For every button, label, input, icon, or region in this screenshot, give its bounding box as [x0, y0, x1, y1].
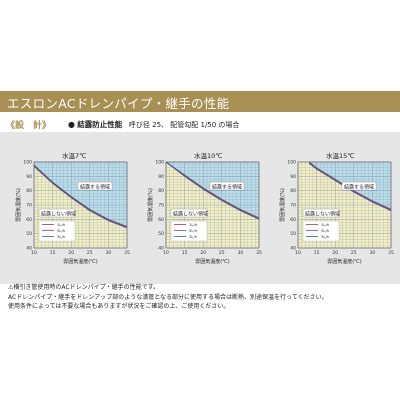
chart-1-series-line-0 [165, 161, 260, 219]
section-heading: 《設 計》 [6, 121, 52, 131]
chart-0-legend-box [38, 220, 76, 242]
chart-0-x-tick: 35 [124, 250, 130, 256]
chart-2-zone-upper-box [341, 181, 377, 191]
chart-1-series-line-1 [165, 161, 260, 220]
chart-0-series-line-1 [33, 166, 128, 229]
chart-2-zone-upper-label: 結露する領域 [344, 184, 374, 191]
chart-1-zone-upper-label: 結露する領域 [212, 184, 242, 191]
chart-1-y-tick: 100 [155, 160, 164, 166]
chart-0-y-tick: 100 [23, 160, 32, 166]
chart-0-y-tick: 40 [26, 246, 32, 252]
condition-line: ● 結露防止性能 呼び径 25、 配管勾配 1/50 の場合 [68, 119, 239, 130]
chart-1-zone-lower-label: 結露しない領域 [173, 211, 208, 218]
chart-2-frame [297, 161, 392, 249]
chart-1-y-tick: 50 [158, 231, 164, 237]
chart-1-x-tick: 10 [163, 250, 169, 256]
chart-2-x-tick: 30 [370, 250, 376, 256]
chart-2-y-tick: 80 [290, 188, 296, 194]
chart-0-series-line-2 [33, 165, 128, 228]
chart-2-legend-label-1: 5L/h [321, 228, 330, 233]
bullet-icon: ● [68, 120, 75, 129]
condition-detail: 呼び径 25、 配管勾配 1/50 の場合 [128, 121, 240, 129]
chart-1-zone-upper-box [209, 181, 245, 191]
chart-2-y-tick: 100 [287, 160, 296, 166]
chart-1-y-tick: 40 [158, 246, 164, 252]
chart-1-legend-box [170, 220, 208, 242]
chart-1-x-tick: 15 [182, 250, 188, 256]
chart-0-y-label: 雰囲気湿度(%) [15, 188, 22, 222]
chart-0-legend-label-1: 5L/h [57, 228, 66, 233]
chart-0-title: 水温7℃ [62, 151, 86, 160]
chart-1-zone-lower-box [170, 208, 208, 218]
chart-2-y-tick: 70 [290, 203, 296, 209]
chart-2-x-tick: 35 [388, 250, 394, 256]
chart-0-y-tick: 90 [26, 174, 32, 180]
chart-0-x-tick: 10 [31, 250, 37, 256]
chart-0-x-tick: 15 [50, 250, 56, 256]
chart-2-x-label: 雰囲気温度(℃) [327, 258, 362, 265]
chart-0-condensation-zone [34, 162, 127, 227]
notes: ⚠横引き管使用時のACドレンパイプ・継手の性能です。 ACドレンパイプ・継手をド… [8, 283, 328, 312]
chart-2-zone-lower-box [302, 208, 340, 218]
chart-1-title: 水温10℃ [194, 151, 223, 160]
chart-2-legend-box [302, 220, 340, 242]
chart-2-y-tick: 50 [290, 231, 296, 237]
chart-0-x-tick: 25 [87, 250, 93, 256]
note-line-3: 使用条件によっては不要な場合もありますが状況をご確認の上、ご使用ください。 [8, 303, 230, 310]
chart-1-x-tick: 30 [238, 250, 244, 256]
chart-0-legend-label-2: 3L/h [57, 234, 66, 239]
note-line-1: ⚠横引き管使用時のACドレンパイプ・継手の性能です。 [8, 284, 159, 291]
chart-2-legend-label-2: 3L/h [321, 234, 330, 239]
chart-2-zone-lower-label: 結露しない領域 [305, 211, 340, 218]
chart-1-y-tick: 70 [158, 203, 164, 209]
chart-1-legend-label-0: 1L/h [189, 222, 198, 227]
chart-0-y-tick: 70 [26, 203, 32, 209]
chart-2-x-tick: 20 [332, 250, 338, 256]
chart-0-series-line-0 [33, 164, 128, 227]
chart-0-zone-lower-box [38, 208, 76, 218]
chart-1-y-tick: 90 [158, 174, 164, 180]
chart-2-legend-label-0: 1L/h [321, 222, 330, 227]
chart-1-x-tick: 35 [256, 250, 262, 256]
chart-2-y-tick: 60 [290, 217, 296, 223]
chart-1-legend-label-2: 3L/h [189, 234, 198, 239]
chart-0-x-tick: 20 [68, 250, 74, 256]
chart-0-zone-lower-label: 結露しない領域 [41, 211, 76, 218]
chart-2-y-tick: 90 [290, 174, 296, 180]
chart-2-x-tick: 25 [351, 250, 357, 256]
page-title: エスロンACドレンパイプ・継手の性能 [7, 96, 230, 111]
chart-1-x-label: 雰囲気温度(℃) [195, 258, 230, 265]
chart-2-y-label: 雰囲気湿度(%) [279, 188, 286, 222]
chart-0-frame [33, 161, 128, 249]
chart-1-x-tick: 20 [200, 250, 206, 256]
chart-2-title: 水温15℃ [326, 151, 355, 160]
chart-2-x-tick: 10 [295, 250, 301, 256]
chart-0-y-tick: 60 [26, 217, 32, 223]
chart-1-x-tick: 25 [219, 250, 225, 256]
title-banner [0, 91, 400, 112]
chart-2-condensation-zone [298, 162, 391, 210]
chart-2-x-tick: 15 [314, 250, 320, 256]
chart-2-y-tick: 40 [290, 246, 296, 252]
chart-0-zone-upper-label: 結露する領域 [80, 184, 110, 191]
chart-1-y-tick: 80 [158, 188, 164, 194]
chart-0-legend-label-0: 1L/h [57, 222, 66, 227]
chart-0-y-tick: 50 [26, 231, 32, 237]
chart-0-x-label: 雰囲気温度(℃) [63, 258, 98, 265]
chart-0-zone-upper-box [77, 181, 113, 191]
note-line-2: ACドレンパイプ・継手をドレンアップ部のような満管となる部分に使用する場合は断熱… [8, 293, 328, 301]
condition-title: 結露防止性能 [77, 120, 123, 129]
chart-1-y-label: 雰囲気湿度(%) [147, 188, 154, 222]
chart-0-x-tick: 30 [106, 250, 112, 256]
chart-1-y-tick: 60 [158, 217, 164, 223]
chart-1-legend-label-1: 5L/h [189, 228, 198, 233]
chart-1-frame [165, 161, 260, 249]
chart-0-y-tick: 80 [26, 188, 32, 194]
chart-1-series-line-2 [165, 161, 260, 219]
